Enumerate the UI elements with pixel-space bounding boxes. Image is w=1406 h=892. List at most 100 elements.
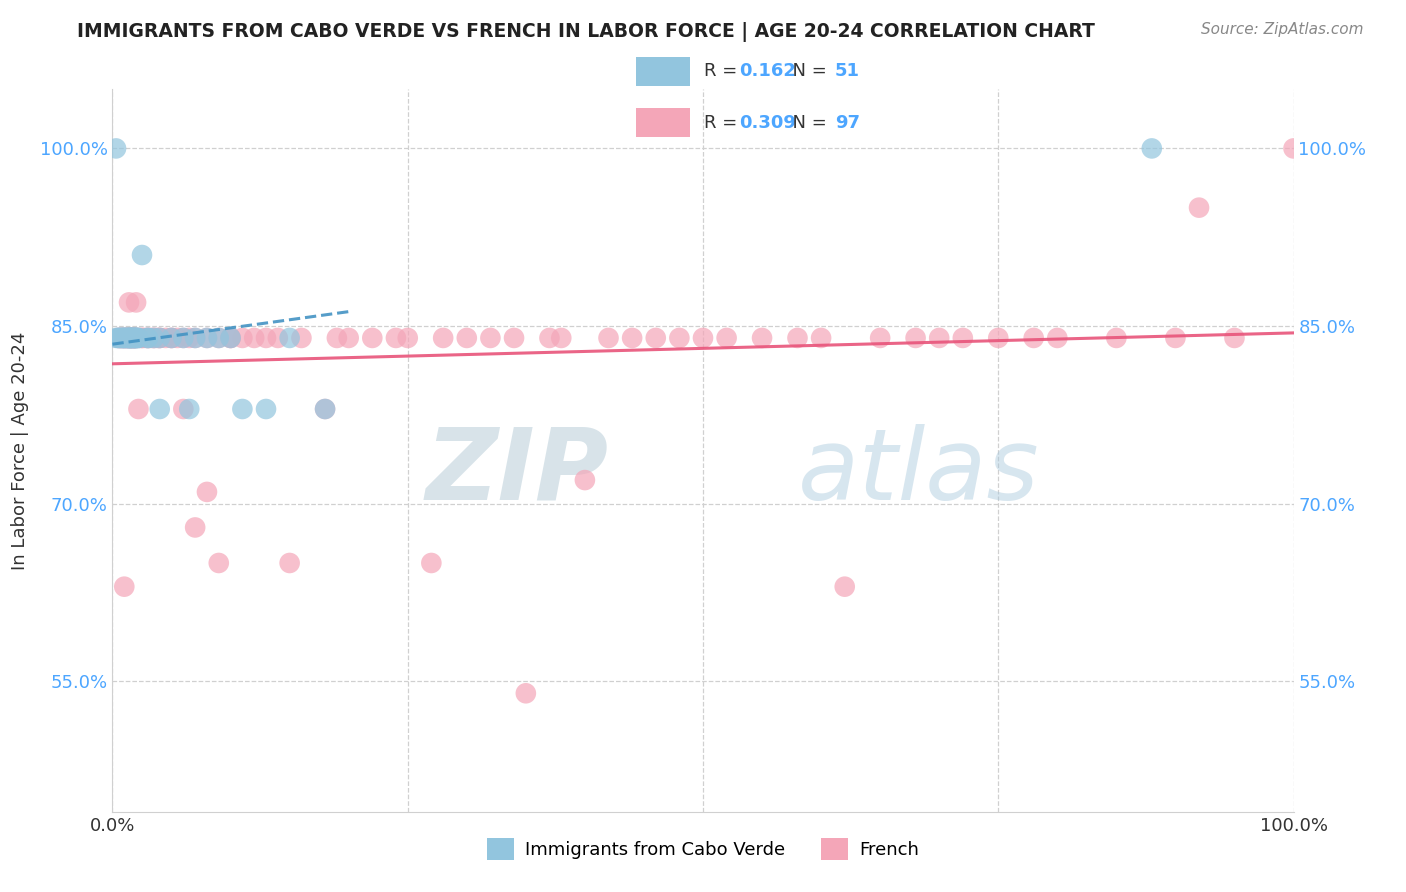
Point: [105, 141, 128, 155]
Point: [118, 331, 141, 345]
Point: [692, 331, 714, 345]
Point: [254, 331, 277, 345]
Point: [149, 331, 172, 345]
Point: [111, 331, 134, 345]
Point: [120, 331, 142, 345]
Point: [121, 331, 143, 345]
Text: IMMIGRANTS FROM CABO VERDE VS FRENCH IN LABOR FORCE | AGE 20-24 CORRELATION CHAR: IMMIGRANTS FROM CABO VERDE VS FRENCH IN …: [77, 22, 1095, 42]
Point: [503, 331, 526, 345]
Text: 97: 97: [835, 113, 860, 131]
Point: [110, 331, 132, 345]
Point: [118, 295, 141, 310]
Point: [160, 331, 183, 345]
Point: [149, 402, 172, 417]
Point: [124, 331, 146, 345]
Point: [621, 331, 644, 345]
Point: [904, 331, 927, 345]
Point: [208, 556, 231, 570]
Point: [396, 331, 419, 345]
Point: [179, 331, 201, 345]
Point: [112, 331, 135, 345]
Point: [278, 331, 301, 345]
Point: [195, 484, 218, 499]
Legend: Immigrants from Cabo Verde, French: Immigrants from Cabo Verde, French: [479, 831, 927, 868]
Point: [146, 331, 169, 345]
Point: [107, 331, 129, 345]
Point: [111, 331, 134, 345]
Point: [110, 331, 132, 345]
Text: 0.309: 0.309: [740, 113, 796, 131]
Point: [361, 331, 384, 345]
Point: [122, 331, 145, 345]
Point: [120, 331, 142, 345]
Point: [456, 331, 478, 345]
Point: [131, 331, 153, 345]
Point: [598, 331, 620, 345]
Point: [219, 331, 242, 345]
Point: [115, 331, 138, 345]
Point: [117, 331, 139, 345]
Point: [120, 331, 142, 345]
Bar: [636, 108, 689, 137]
Point: [136, 331, 159, 345]
Point: [120, 331, 142, 345]
Point: [184, 331, 207, 345]
Point: [122, 331, 145, 345]
Point: [1046, 331, 1069, 345]
Point: [127, 331, 149, 345]
Point: [112, 331, 135, 345]
Point: [127, 402, 149, 417]
Point: [1223, 331, 1246, 345]
Point: [105, 331, 128, 345]
Point: [385, 331, 408, 345]
Point: [219, 331, 242, 345]
Point: [107, 331, 129, 345]
Point: [115, 331, 138, 345]
Point: [1105, 331, 1128, 345]
Point: [231, 331, 253, 345]
Point: [136, 331, 159, 345]
Point: [644, 331, 666, 345]
Point: [120, 331, 142, 345]
Point: [117, 331, 139, 345]
Point: [786, 331, 808, 345]
Point: [124, 331, 146, 345]
Point: [125, 331, 148, 345]
Point: [149, 331, 172, 345]
Point: [420, 556, 443, 570]
Point: [112, 331, 135, 345]
Point: [834, 580, 856, 594]
Point: [160, 331, 183, 345]
Point: [120, 331, 142, 345]
Point: [131, 248, 153, 262]
Point: [120, 331, 142, 345]
Point: [184, 520, 207, 534]
Point: [1188, 201, 1211, 215]
Point: [142, 331, 165, 345]
Point: [118, 331, 141, 345]
Text: 0.162: 0.162: [740, 62, 796, 80]
Point: [1164, 331, 1187, 345]
Point: [117, 331, 139, 345]
Point: [751, 331, 773, 345]
Point: [115, 331, 138, 345]
Point: [267, 331, 290, 345]
Point: [166, 331, 188, 345]
Point: [107, 331, 129, 345]
Point: [108, 331, 131, 345]
Point: [124, 331, 146, 345]
Point: [125, 331, 148, 345]
Point: [314, 402, 336, 417]
Point: [120, 331, 142, 345]
Point: [432, 331, 454, 345]
Point: [121, 331, 143, 345]
Point: [987, 331, 1010, 345]
Text: atlas: atlas: [797, 424, 1039, 521]
Point: [125, 331, 148, 345]
Point: [314, 402, 336, 417]
Point: [122, 331, 145, 345]
Point: [112, 331, 135, 345]
Point: [208, 331, 231, 345]
Point: [139, 331, 162, 345]
Point: [124, 331, 146, 345]
